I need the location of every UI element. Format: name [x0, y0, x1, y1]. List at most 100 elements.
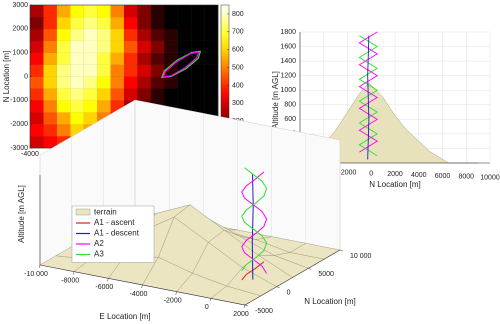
heat-cell [70, 112, 85, 125]
heat-cell [96, 28, 111, 42]
terrain-profile [305, 82, 479, 164]
heat-cell [137, 64, 152, 77]
x-tick-label: 6000 [435, 173, 451, 180]
heat-cell [204, 40, 219, 54]
heat-cell [29, 40, 44, 54]
heat-cell [150, 40, 165, 54]
y-tick [276, 286, 280, 288]
colorbar-tick-label: 800 [232, 11, 244, 18]
heat-cell [123, 4, 138, 18]
heat-cell [110, 76, 125, 89]
heat-cell [70, 76, 85, 89]
heat-cell [43, 88, 58, 101]
y-tick [244, 304, 249, 307]
flight-track [241, 171, 268, 274]
heat-cell [56, 52, 71, 65]
heat-cell [56, 112, 71, 125]
flight-track [251, 174, 254, 280]
flight-track [162, 51, 200, 79]
x-tick [72, 271, 75, 275]
x-tick-label: -4000 [130, 291, 148, 298]
heat-cell [190, 28, 205, 42]
heat-cell [204, 16, 219, 30]
y-tick-label: 10 000 [350, 253, 372, 260]
flight-track [367, 35, 370, 160]
y-tick-label: -1000 [10, 97, 28, 104]
legend-swatch [75, 208, 91, 216]
heat-cell [56, 28, 71, 42]
heat-cell [204, 88, 219, 101]
heat-cell [29, 124, 44, 137]
heat-cell [96, 40, 111, 54]
heat-cell [96, 64, 111, 77]
y-tick [339, 249, 344, 252]
heat-cell [70, 52, 85, 65]
y-tick [308, 268, 312, 270]
heat-cell [70, 88, 85, 101]
colorbar-tick-label: 400 [232, 82, 244, 89]
heat-cell [137, 4, 152, 18]
y-axis-label: N Location [m] [304, 297, 356, 306]
heat-cell [110, 28, 125, 42]
x-tick-label: -4000 [21, 151, 39, 158]
y-tick-label: 1000 [12, 50, 28, 57]
flight-track [241, 167, 268, 272]
heat-cell [96, 52, 111, 65]
y-tick-label: 1200 [280, 73, 296, 80]
heat-cell [137, 88, 152, 101]
heat-cell [29, 135, 44, 149]
heat-cell [137, 76, 152, 89]
heat-cell [70, 64, 85, 77]
y-tick-label: 0 [24, 73, 28, 80]
heat-cell [43, 76, 58, 89]
y-tick-label: 0 [287, 290, 291, 297]
heat-cell [177, 16, 192, 30]
y-tick-label: 1600 [280, 43, 296, 50]
heat-cell [83, 64, 98, 77]
heat-cell [123, 40, 138, 54]
heat-cell [190, 76, 205, 89]
heat-cell [29, 64, 44, 77]
heat-cell [83, 112, 98, 125]
heat-cell [43, 64, 58, 77]
heat-cell [83, 40, 98, 54]
heat-cell [177, 40, 192, 54]
heat-cell [204, 52, 219, 65]
legend-label: A1 - ascent [94, 218, 135, 227]
heat-cell [164, 28, 179, 42]
heat-cell [190, 16, 205, 30]
z-axis-label: Altitude [m AGL] [17, 185, 26, 243]
heat-cell [43, 4, 58, 18]
heat-cell [190, 64, 205, 77]
heat-cell [204, 64, 219, 77]
heat-cell [43, 112, 58, 125]
y-tick-label: 600 [284, 116, 296, 123]
heat-cell [150, 16, 165, 30]
heat-cell [123, 64, 138, 77]
heat-cell [96, 88, 111, 101]
x-tick [107, 278, 109, 282]
x-tick [38, 264, 41, 269]
heat-cell [123, 16, 138, 30]
heat-cell [190, 4, 205, 18]
y-tick-label: -3000 [10, 145, 28, 152]
y-tick-label: 5000 [318, 271, 334, 278]
heat-cell [137, 16, 152, 30]
legend-label: A1 - descent [94, 229, 140, 238]
heat-cell [150, 76, 165, 89]
heat-cell [110, 64, 125, 77]
y-tick-label: 800 [284, 102, 296, 109]
y-tick-label: 1000 [280, 87, 296, 94]
colorbar-tick-label: 600 [232, 47, 244, 54]
heat-cell [177, 88, 192, 101]
heat-cell [83, 4, 98, 18]
x-tick-label: 0 [205, 304, 209, 311]
x-tick-label: 10000 [480, 174, 500, 181]
heat-cell [150, 4, 165, 18]
heat-cell [123, 88, 138, 101]
heat-cell [204, 100, 219, 113]
heat-cell [123, 28, 138, 42]
x-tick-label: 2000 [387, 171, 403, 178]
heat-cell [56, 16, 71, 30]
